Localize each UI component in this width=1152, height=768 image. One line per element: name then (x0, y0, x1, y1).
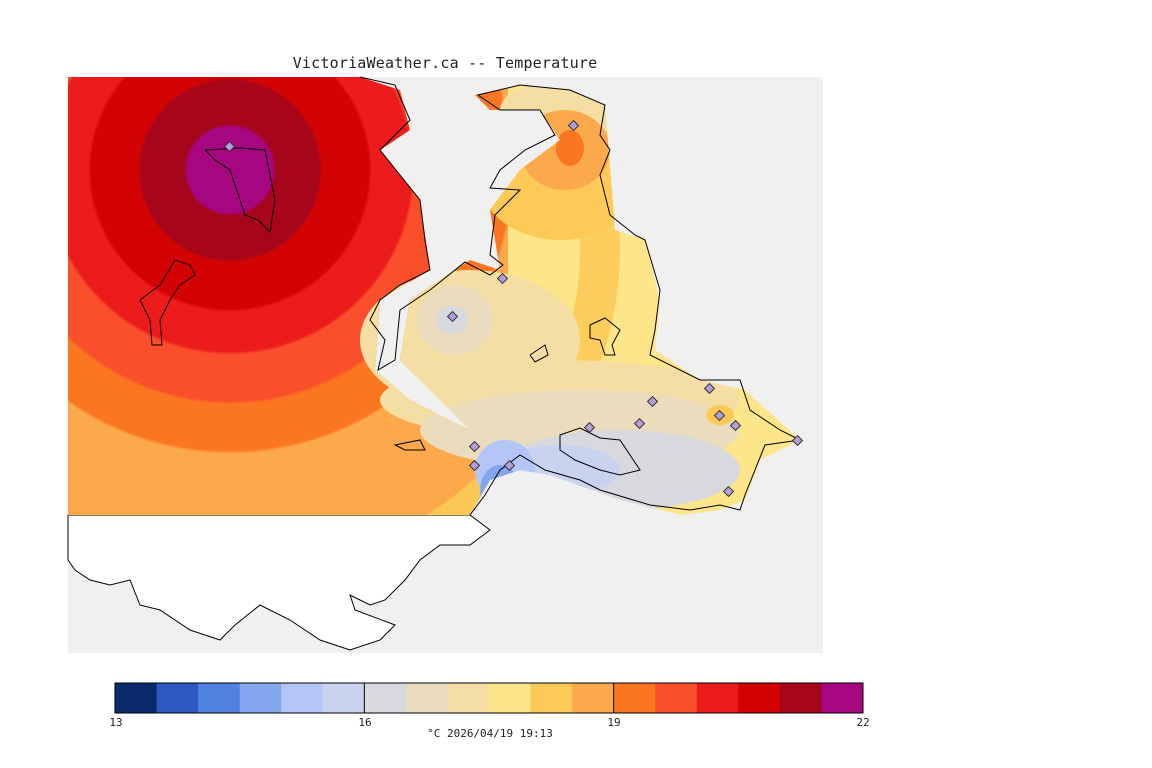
island-southwest (393, 439, 426, 451)
colorbar-cell (405, 683, 448, 713)
colorbar-cell (156, 683, 199, 713)
island-hotspot (203, 147, 276, 234)
weather-stations (223, 119, 804, 498)
colorbar-cell (489, 683, 532, 713)
units-timestamp: °C 2026/04/19 19:13 (427, 727, 553, 740)
colorbar-cell (696, 683, 739, 713)
colorbar-cell (779, 683, 822, 713)
island-small (529, 344, 549, 363)
colorbar-cell (115, 683, 158, 713)
colorbar-tick-19: 19 (607, 716, 621, 729)
colorbar-tick-16: 16 (358, 716, 372, 729)
island-west (139, 259, 196, 346)
colorbar-cell (322, 683, 365, 713)
coastline-main (359, 76, 802, 516)
map-title: VictoriaWeather.ca -- Temperature (292, 54, 598, 72)
colorbar-cell (198, 683, 241, 713)
southern-landmass (67, 514, 491, 651)
colorbar-cell (364, 683, 407, 713)
colorbar-cell (821, 683, 864, 713)
colorbar-tick-22: 22 (856, 716, 870, 729)
colorbar-cell (572, 683, 615, 713)
colorbar-tick-13: 13 (109, 716, 123, 729)
colorbar-cell (281, 683, 324, 713)
island-central (589, 317, 621, 356)
colorbar-cell (530, 683, 573, 713)
colorbar-cell (613, 683, 656, 713)
colorbar-cell (738, 683, 781, 713)
colorbar-cell (447, 683, 490, 713)
colorbar-cell (655, 683, 698, 713)
colorbar-cell (239, 683, 282, 713)
island-south (559, 427, 641, 476)
